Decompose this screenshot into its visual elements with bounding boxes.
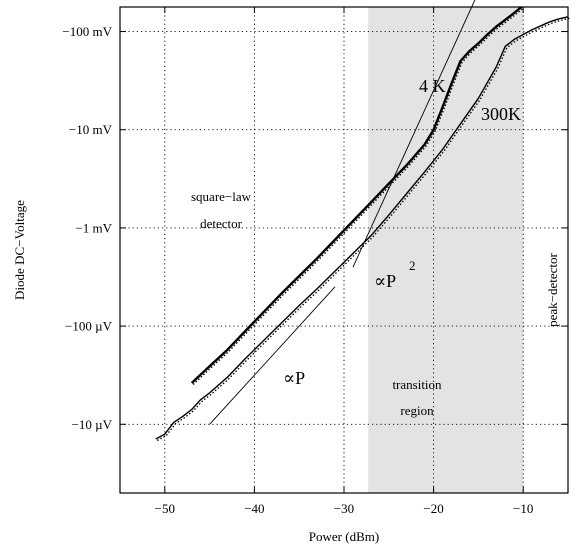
series-line xyxy=(190,6,523,384)
x-tick-label: −20 xyxy=(423,501,443,516)
annotation-transition: transition xyxy=(392,377,442,392)
reference-lines xyxy=(209,0,476,425)
x-tick-label: −50 xyxy=(155,501,175,516)
reference-line xyxy=(209,286,336,425)
annotation-square-law: square−law xyxy=(191,189,252,204)
series-layer xyxy=(155,6,570,442)
x-tick-label: −10 xyxy=(513,501,533,516)
tick-layer: −50 −40 −30 −20 −10 −100 mV −10 mV −1 mV −100 µV… xyxy=(62,7,568,516)
y-tick-label: −100 mV xyxy=(62,24,112,39)
series-label-4k: 4 K xyxy=(419,76,446,96)
x-axis-label: Power (dBm) xyxy=(309,529,379,544)
y-tick-label: −10 µV xyxy=(72,417,113,432)
reference-line xyxy=(352,0,476,268)
series-label-300k: 300K xyxy=(481,104,521,124)
y-tick-label: −10 mV xyxy=(69,122,113,137)
label-proportional-p-squared: ∝P xyxy=(374,271,396,291)
series-line xyxy=(155,16,569,440)
y-tick-label: −1 mV xyxy=(75,220,112,235)
label-proportional-p: ∝P xyxy=(283,368,305,388)
annotation-detector: detector xyxy=(200,216,243,231)
y-tick-label: −100 µV xyxy=(65,319,113,334)
x-tick-label: −40 xyxy=(244,501,264,516)
annotation-peak-detector: peak−detector xyxy=(545,252,560,326)
x-tick-label: −30 xyxy=(334,501,354,516)
shade-layer xyxy=(368,7,524,493)
transition-region-shade xyxy=(368,7,524,493)
series-fit-dotted xyxy=(192,7,524,385)
annotation-region: region xyxy=(400,403,434,418)
series-fit-dotted xyxy=(156,17,570,442)
label-exponent-two: 2 xyxy=(409,258,416,273)
y-axis-label: Diode DC−Voltage xyxy=(12,200,27,300)
